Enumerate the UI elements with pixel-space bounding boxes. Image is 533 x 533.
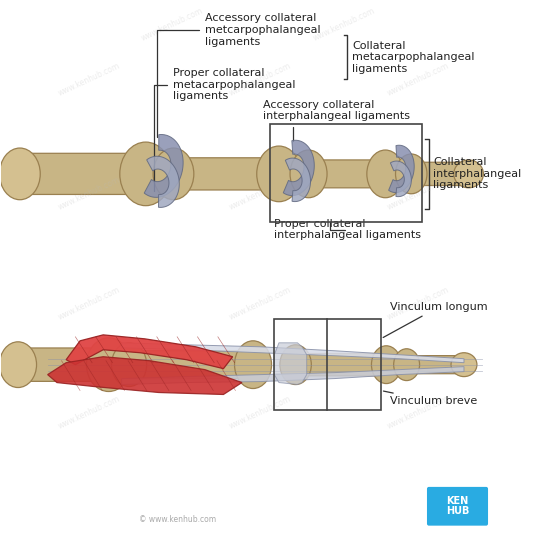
Ellipse shape (257, 146, 301, 201)
Text: www.kenhub.com: www.kenhub.com (57, 175, 122, 212)
Ellipse shape (120, 142, 172, 206)
Text: www.kenhub.com: www.kenhub.com (385, 175, 450, 212)
Text: www.kenhub.com: www.kenhub.com (385, 394, 450, 431)
Polygon shape (413, 162, 469, 185)
Ellipse shape (235, 341, 271, 389)
Text: www.kenhub.com: www.kenhub.com (385, 285, 450, 321)
FancyBboxPatch shape (427, 487, 488, 526)
Ellipse shape (372, 346, 401, 384)
Polygon shape (408, 356, 464, 374)
Text: Collateral
metacarpophalangeal
ligaments: Collateral metacarpophalangeal ligaments (352, 41, 474, 74)
Text: Proper collateral
metacarpophalangeal
ligaments: Proper collateral metacarpophalangeal li… (154, 68, 295, 191)
Ellipse shape (395, 154, 427, 194)
Polygon shape (66, 335, 233, 369)
Polygon shape (147, 156, 179, 207)
Text: Proper collateral
interphalangeal ligaments: Proper collateral interphalangeal ligame… (274, 219, 421, 240)
Text: www.kenhub.com: www.kenhub.com (228, 285, 293, 321)
Polygon shape (310, 160, 385, 188)
Polygon shape (131, 351, 251, 378)
Text: © www.kenhub.com: © www.kenhub.com (139, 515, 216, 523)
Text: Vinculum breve: Vinculum breve (383, 391, 477, 407)
Bar (270, 124, 422, 222)
Polygon shape (389, 145, 414, 192)
Text: www.kenhub.com: www.kenhub.com (385, 61, 450, 98)
Bar (274, 319, 381, 410)
Ellipse shape (367, 150, 404, 198)
Polygon shape (47, 357, 242, 394)
Ellipse shape (290, 150, 327, 198)
Ellipse shape (111, 343, 147, 386)
Text: Vinculum longum: Vinculum longum (383, 302, 488, 337)
Text: www.kenhub.com: www.kenhub.com (140, 6, 205, 43)
Polygon shape (122, 343, 464, 362)
Ellipse shape (0, 342, 37, 387)
Polygon shape (297, 353, 385, 376)
Polygon shape (122, 367, 464, 384)
Ellipse shape (454, 160, 483, 188)
Polygon shape (274, 343, 306, 384)
Polygon shape (175, 158, 279, 190)
Text: Accessory collateral
interphalangeal ligaments: Accessory collateral interphalangeal lig… (263, 100, 410, 141)
Text: www.kenhub.com: www.kenhub.com (57, 61, 122, 98)
Text: Accessory collateral
metcarpophalangeal
ligaments: Accessory collateral metcarpophalangeal … (157, 13, 320, 138)
Polygon shape (283, 140, 314, 196)
Ellipse shape (394, 349, 419, 381)
Ellipse shape (451, 353, 477, 377)
Polygon shape (285, 158, 311, 201)
Text: www.kenhub.com: www.kenhub.com (228, 175, 293, 212)
Polygon shape (390, 161, 411, 197)
Ellipse shape (280, 345, 311, 384)
Text: www.kenhub.com: www.kenhub.com (57, 394, 122, 431)
Text: www.kenhub.com: www.kenhub.com (57, 285, 122, 321)
Ellipse shape (86, 338, 131, 392)
Text: www.kenhub.com: www.kenhub.com (311, 6, 376, 43)
Text: KEN
HUB: KEN HUB (446, 496, 469, 516)
Text: www.kenhub.com: www.kenhub.com (228, 61, 293, 98)
Polygon shape (144, 134, 183, 197)
Polygon shape (14, 154, 145, 195)
Text: www.kenhub.com: www.kenhub.com (228, 394, 293, 431)
Polygon shape (14, 348, 108, 382)
Text: Collateral
interphalangeal
ligaments: Collateral interphalangeal ligaments (433, 157, 522, 190)
Ellipse shape (153, 148, 194, 200)
Ellipse shape (0, 148, 41, 200)
